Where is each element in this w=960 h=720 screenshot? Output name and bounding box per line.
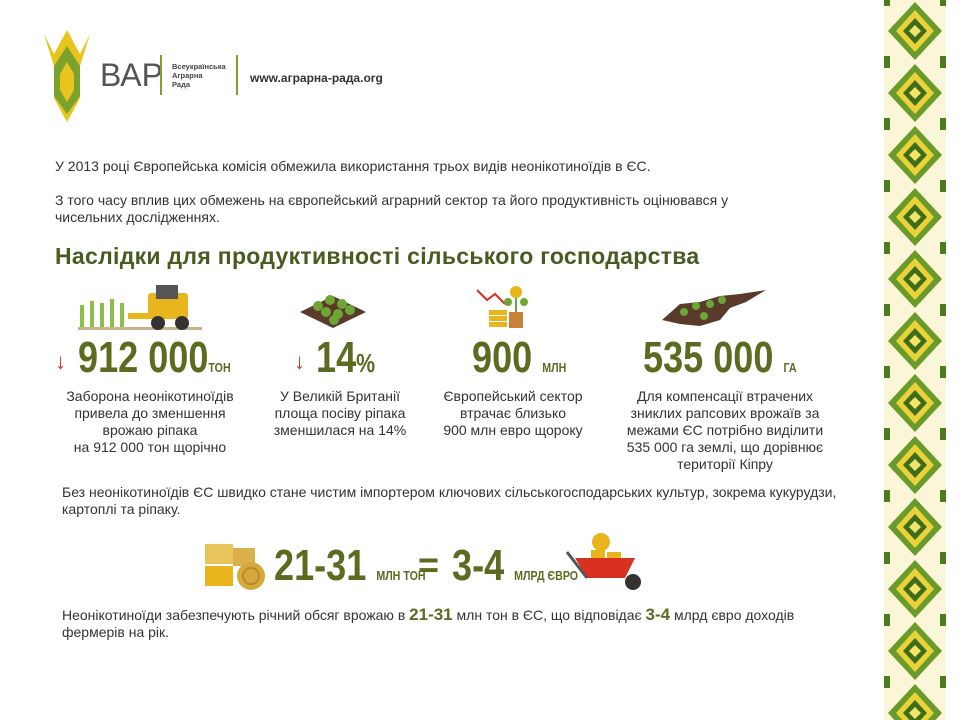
stat-unit: ТОН	[208, 360, 231, 375]
logo-text: ВАР	[100, 57, 163, 93]
logo-subtitle-line: Рада	[172, 80, 191, 89]
stat-description: Для компенсації втрачених зниклих рапсов…	[610, 388, 840, 473]
equation-unit: МЛРД ЄВРО	[514, 568, 579, 583]
line: 900 млн евро щороку	[443, 422, 583, 438]
intro-paragraph: З того часу вплив цих обмежень на європе…	[55, 192, 729, 225]
down-arrow: ↓	[294, 349, 305, 374]
line: зниклих рапсових врожаїв за	[630, 405, 820, 421]
intro-paragraph: У 2013 році Європейська комісія обмежила…	[55, 158, 651, 174]
equation-unit: МЛН ТОН	[376, 568, 426, 583]
stat-unit: МЛН	[542, 360, 567, 375]
line: на 912 000 тон щорічно	[73, 439, 227, 455]
text: Неонікотиноїди забезпечують річний обсяг…	[62, 607, 410, 623]
stat-number: 912 000ТОН	[78, 336, 231, 390]
stat-number: 900 МЛН	[472, 336, 566, 390]
equation-value: 21-31	[274, 541, 367, 590]
stat-description: Європейський сектор втрачає близько 900 …	[428, 388, 598, 439]
equation-right: 3-4 МЛРД ЄВРО	[452, 544, 578, 598]
divider	[236, 55, 238, 95]
logo-mark	[44, 30, 90, 122]
line: Для компенсації втрачених	[636, 388, 814, 404]
wheelbarrow-icon	[565, 533, 641, 590]
section-title: Наслідки для продуктивності сільського г…	[55, 243, 700, 269]
highlight: 21-31	[409, 605, 453, 624]
down-arrow: ↓	[55, 349, 66, 374]
cyprus-map-icon	[662, 290, 766, 326]
stat-value: 14	[316, 333, 357, 382]
line: площа посіву ріпака	[274, 405, 406, 421]
harvester-icon	[78, 285, 202, 330]
equals-sign: =	[418, 544, 440, 585]
line: Заборона неонікотиноїдів	[66, 388, 234, 404]
hay-icon	[205, 544, 265, 590]
stat-value: 535 000	[643, 333, 774, 382]
highlight: 3-4	[645, 605, 671, 624]
line: втрачає близько	[459, 405, 567, 421]
stat-number: 535 000 ГА	[643, 336, 797, 390]
text: млн тон в ЄС, що відповідає	[452, 607, 646, 623]
line: межами ЄС потрібно виділити	[626, 422, 824, 438]
text: млрд євро доходів фермерів на рік.	[62, 607, 795, 640]
logo-subtitle-line: Аграрна	[172, 71, 203, 80]
coins-plant-icon	[476, 286, 528, 328]
equation-value: 3-4	[452, 541, 505, 590]
field-icon	[300, 295, 366, 328]
divider	[160, 55, 162, 95]
importer-paragraph: Без неонікотиноїдів ЄС швидко стане чист…	[62, 484, 837, 517]
line: врожаю ріпака	[102, 422, 198, 438]
line: привела до зменшення	[74, 405, 226, 421]
stat-value: 900	[472, 333, 533, 382]
ornament-border	[884, 0, 946, 720]
stat-description: Заборона неонікотиноїдів привела до змен…	[50, 388, 250, 456]
stat-description: У Великій Британії площа посіву ріпака з…	[255, 388, 425, 439]
logo-subtitle: Всеукраїнська Аграрна Рада	[172, 62, 226, 89]
stat-unit: ГА	[783, 360, 797, 375]
logo-subtitle-line: Всеукраїнська	[172, 62, 226, 71]
equation-left: 21-31 МЛН ТОН	[274, 544, 426, 598]
line: У Великій Британії	[280, 388, 400, 404]
line: території Кіпру	[677, 456, 773, 472]
line: зменшилася на 14%	[273, 422, 407, 438]
line: Європейський сектор	[443, 388, 583, 404]
stat-unit: %	[356, 348, 376, 378]
stat-value: 912 000	[78, 333, 209, 382]
line: 535 000 га землі, що дорівнює	[626, 439, 824, 455]
stat-number: 14%	[316, 336, 375, 385]
summary-paragraph: Неонікотиноїди забезпечують річний обсяг…	[62, 606, 832, 641]
url: www.аграрна-рада.org	[250, 71, 383, 85]
